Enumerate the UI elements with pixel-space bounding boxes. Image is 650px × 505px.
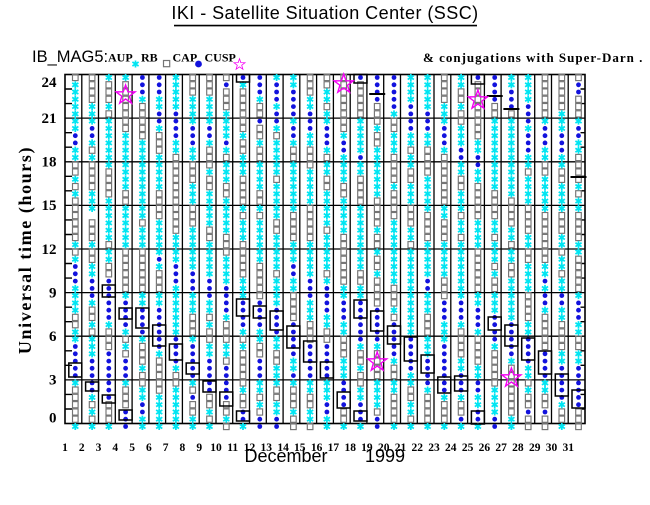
svg-text:15: 15 [42, 198, 57, 214]
svg-text:CUSP: CUSP [205, 51, 236, 65]
svg-text:18: 18 [42, 155, 57, 171]
svg-text:9: 9 [196, 442, 202, 454]
svg-text:2: 2 [79, 442, 85, 454]
svg-text:7: 7 [163, 442, 169, 454]
svg-text:27: 27 [495, 442, 507, 454]
svg-text:12: 12 [42, 242, 57, 258]
svg-text:3: 3 [96, 442, 102, 454]
svg-text:Universal time (hours): Universal time (hours) [15, 146, 36, 354]
svg-text:20: 20 [378, 442, 390, 454]
svg-text:AUP: AUP [108, 51, 133, 65]
svg-text:30: 30 [546, 442, 558, 454]
svg-text:18: 18 [344, 442, 356, 454]
svg-text:8: 8 [180, 442, 186, 454]
svg-text:21: 21 [42, 111, 57, 127]
svg-text:16: 16 [311, 442, 323, 454]
svg-text:RB: RB [141, 51, 158, 65]
svg-text:25: 25 [462, 442, 474, 454]
svg-text:23: 23 [428, 442, 440, 454]
svg-text:6: 6 [49, 329, 57, 345]
svg-text:26: 26 [479, 442, 491, 454]
svg-text:15: 15 [294, 442, 306, 454]
svg-text:9: 9 [49, 285, 57, 301]
svg-text:1999: 1999 [365, 446, 405, 466]
svg-text:10: 10 [210, 442, 222, 454]
svg-text:28: 28 [512, 442, 524, 454]
svg-text:17: 17 [328, 442, 340, 454]
svg-text:12: 12 [244, 442, 256, 454]
svg-text:0: 0 [49, 411, 57, 427]
svg-text:IKI - Satellite Situation Cent: IKI - Satellite Situation Center (SSC) [171, 3, 478, 23]
svg-text:29: 29 [529, 442, 541, 454]
svg-text:24: 24 [42, 75, 58, 91]
svg-text:& conjugations with Super-Darn: & conjugations with Super-Darn . [423, 50, 643, 65]
svg-text:14: 14 [277, 442, 289, 454]
svg-text:24: 24 [445, 442, 457, 454]
svg-text:December: December [244, 446, 327, 466]
svg-text:3: 3 [49, 373, 57, 389]
svg-text:13: 13 [261, 442, 273, 454]
svg-text:11: 11 [227, 442, 238, 454]
svg-text:22: 22 [412, 442, 424, 454]
svg-text:31: 31 [562, 442, 574, 454]
svg-text:6: 6 [146, 442, 152, 454]
svg-text:IB_MAG5:: IB_MAG5: [32, 48, 108, 66]
svg-text:5: 5 [129, 442, 135, 454]
svg-text:21: 21 [395, 442, 407, 454]
svg-text:CAP: CAP [173, 51, 198, 65]
svg-text:4: 4 [112, 442, 118, 454]
svg-text:1: 1 [62, 442, 68, 454]
svg-text:19: 19 [361, 442, 373, 454]
